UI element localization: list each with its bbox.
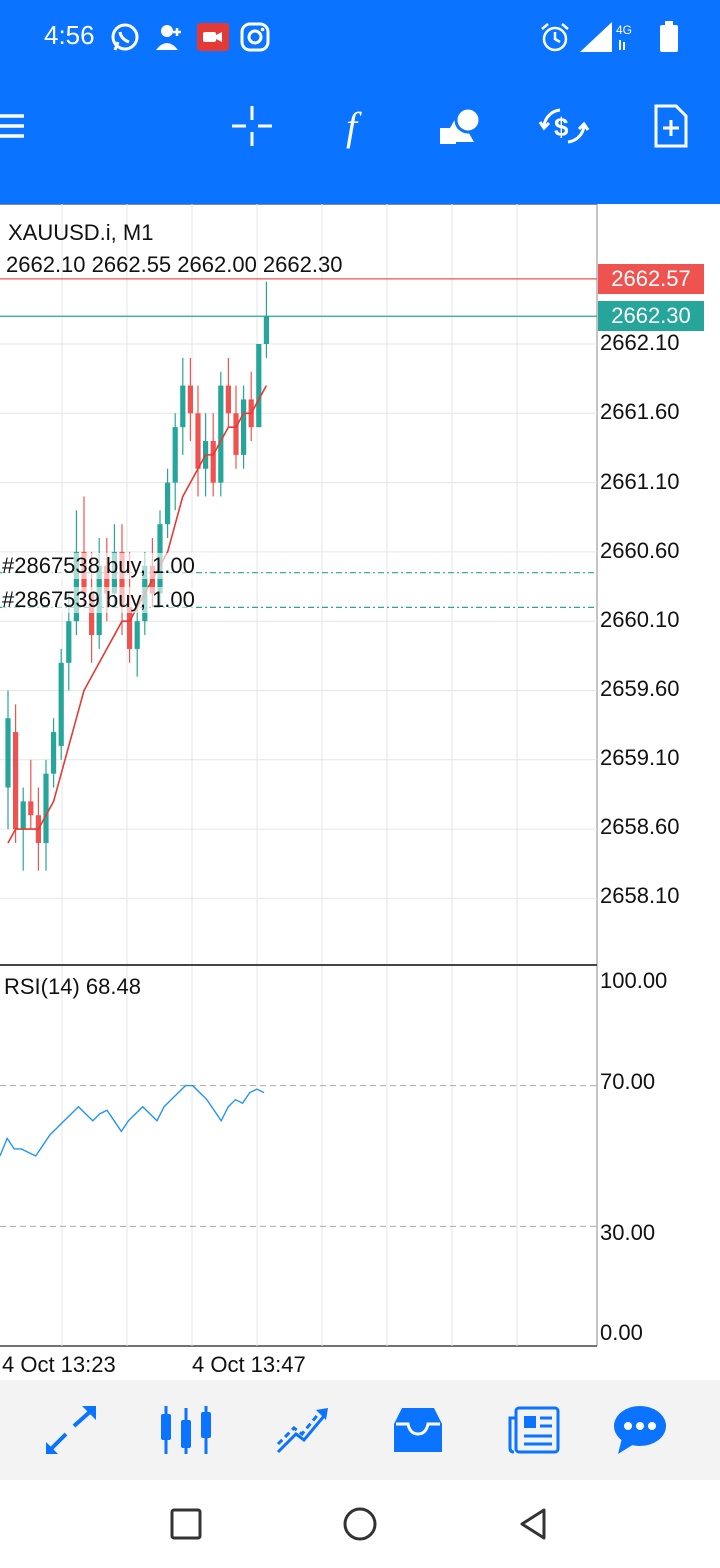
time-label: 4 Oct 13:47	[192, 1352, 306, 1377]
new-document-icon	[654, 104, 688, 148]
time-label: 4 Oct 13:23	[2, 1352, 116, 1377]
price-tick: 2661.60	[600, 399, 680, 424]
objects-button[interactable]	[432, 98, 488, 154]
candle-body	[241, 399, 247, 455]
candle-body	[180, 385, 186, 428]
trade-dollar-icon: $	[538, 108, 590, 144]
candle-body	[20, 801, 26, 830]
price-tick: 2658.10	[600, 883, 680, 908]
candle-body	[66, 621, 72, 663]
crosshair-icon	[232, 106, 272, 146]
objects-icon	[440, 106, 482, 144]
trade-icon	[276, 1408, 328, 1454]
nav-history[interactable]	[390, 1404, 446, 1456]
candle-body	[104, 565, 110, 594]
price-tick: 2660.60	[600, 538, 680, 563]
svg-text:f: f	[346, 104, 362, 149]
candle-body	[218, 385, 224, 483]
candle-body	[256, 344, 262, 428]
price-tick: 2659.60	[600, 676, 680, 701]
history-icon	[394, 1408, 442, 1452]
candle-body	[210, 441, 216, 483]
back-triangle-icon	[520, 1508, 546, 1540]
alarm-icon	[541, 23, 569, 52]
indicators-icon: f	[346, 104, 362, 149]
recents-button[interactable]	[160, 1498, 212, 1550]
status-bar: 4:56 4G	[0, 0, 720, 76]
trade-button[interactable]: $	[536, 98, 592, 154]
rsi-tick: 100.00	[600, 968, 668, 993]
candle-body	[58, 662, 64, 746]
rsi-tick: 0.00	[600, 1320, 643, 1345]
quotes-icon	[46, 1406, 96, 1454]
candle-body	[195, 413, 201, 469]
order-label[interactable]: #2867538 buy, 1.00	[2, 553, 195, 579]
candle-body	[172, 427, 178, 483]
candle-body	[119, 551, 125, 608]
rsi-line	[0, 1084, 265, 1157]
crosshair-button[interactable]	[224, 98, 280, 154]
news-icon	[508, 1406, 560, 1454]
candle-body	[5, 718, 11, 788]
nav-chat[interactable]	[612, 1404, 668, 1456]
bottom-nav	[0, 1380, 720, 1480]
new-order-button[interactable]	[642, 98, 698, 154]
add-contact-icon	[156, 25, 181, 50]
screen-record-icon	[197, 23, 229, 51]
price-tick: 2659.10	[600, 745, 680, 770]
signal-4g-icon: 4G	[580, 22, 632, 52]
circle-icon	[343, 1507, 377, 1541]
svg-text:$: $	[554, 112, 569, 142]
chart-toolbar: f $	[0, 76, 720, 204]
menu-button[interactable]	[0, 98, 46, 154]
nav-trade[interactable]	[274, 1404, 330, 1456]
rsi-tick: 70.00	[600, 1069, 656, 1094]
price-tick: 2662.10	[600, 330, 680, 355]
chart-icon	[161, 1406, 211, 1454]
symbol-label: XAUUSD.i, M1	[8, 220, 154, 245]
candle-body	[225, 385, 231, 414]
chat-icon	[614, 1406, 666, 1454]
candle-body	[13, 732, 19, 830]
ohlc-label: 2662.10 2662.55 2662.00 2662.30	[6, 252, 343, 277]
svg-text:4G: 4G	[616, 23, 632, 37]
candle-body	[73, 551, 79, 622]
price-tick: 2660.10	[600, 607, 680, 632]
nav-chart[interactable]	[158, 1404, 214, 1456]
candle-body	[263, 316, 269, 344]
whatsapp-icon	[111, 23, 139, 51]
back-button[interactable]	[508, 1498, 560, 1550]
price-tick: 2661.10	[600, 469, 680, 494]
menu-icon	[0, 114, 24, 138]
square-icon	[170, 1508, 202, 1540]
candle-body	[43, 773, 49, 843]
bid-price-tag: 2662.30	[598, 301, 704, 331]
battery-icon	[660, 21, 678, 52]
candle-body	[51, 732, 57, 774]
indicators-button[interactable]: f	[328, 98, 384, 154]
candle-body	[28, 801, 34, 816]
nav-quotes[interactable]	[44, 1404, 100, 1456]
candle-body	[187, 385, 193, 414]
candle-body	[134, 621, 140, 649]
chart-area[interactable]: XAUUSD.i, M1 2662.10 2662.55 2662.00 266…	[0, 204, 720, 1380]
ask-price-tag: 2662.57	[598, 264, 704, 294]
status-time: 4:56	[44, 20, 95, 50]
home-button[interactable]	[334, 1498, 386, 1550]
candle-body	[127, 607, 133, 649]
system-nav-bar	[0, 1480, 720, 1568]
chart-canvas[interactable]	[0, 204, 720, 1380]
nav-news[interactable]	[506, 1404, 562, 1456]
candle-body	[233, 413, 239, 455]
candle-body	[165, 482, 171, 525]
rsi-tick: 30.00	[600, 1220, 656, 1245]
order-label[interactable]: #2867539 buy, 1.00	[2, 587, 195, 613]
price-tick: 2658.60	[600, 814, 680, 839]
candle-body	[89, 593, 95, 636]
rsi-label: RSI(14) 68.48	[4, 974, 141, 999]
instagram-icon	[240, 22, 270, 52]
